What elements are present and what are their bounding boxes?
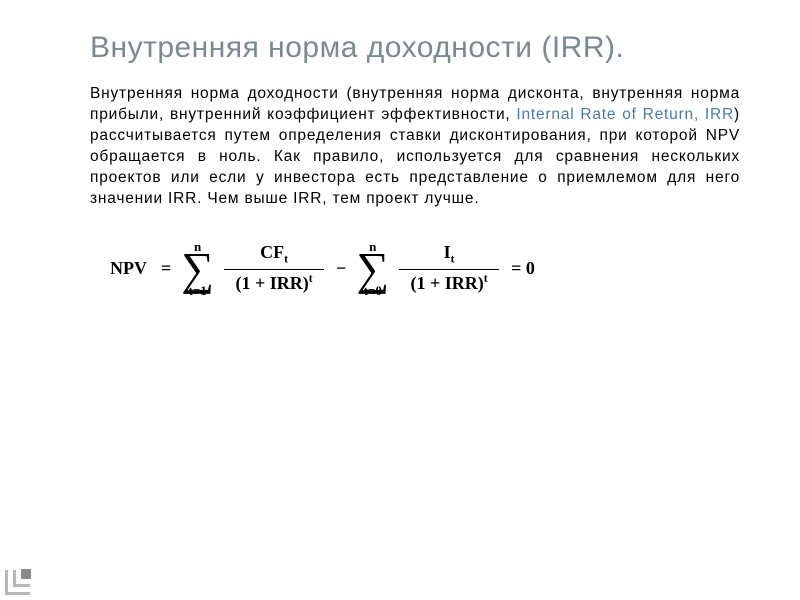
frac2-num: It — [438, 240, 461, 269]
sum-1: n ∑ t=1 — [181, 240, 214, 297]
frac1-den: (1 + IRR)t — [229, 270, 318, 297]
sum2-lower: t=0 — [364, 284, 382, 297]
frac1-num: CFt — [254, 240, 294, 269]
fraction-1: CFt (1 + IRR)t — [224, 240, 324, 296]
sum-2: n ∑ t=0 — [356, 240, 389, 297]
slide-title: Внутренняя норма доходности (IRR). — [90, 30, 740, 66]
equals-zero: = 0 — [511, 258, 535, 279]
frac2-den: (1 + IRR)t — [405, 270, 494, 297]
sigma-2: ∑ — [356, 249, 389, 288]
corner-decoration-icon — [0, 550, 50, 600]
fraction-2: It (1 + IRR)t — [399, 240, 499, 296]
term-english: Internal Rate of Return, IRR — [516, 106, 734, 123]
minus: − — [336, 258, 346, 279]
npv-formula: NPV = n ∑ t=1 CFt (1 + IRR)t − n ∑ t=0 I… — [90, 240, 740, 297]
definition-paragraph: Внутренняя норма доходности (внутренняя … — [90, 84, 740, 210]
equals-1: = — [161, 258, 171, 279]
slide: Внутренняя норма доходности (IRR). Внутр… — [0, 0, 800, 600]
sigma-1: ∑ — [181, 249, 214, 288]
formula-lhs: NPV — [110, 258, 147, 279]
sum1-lower: t=1 — [189, 284, 207, 297]
